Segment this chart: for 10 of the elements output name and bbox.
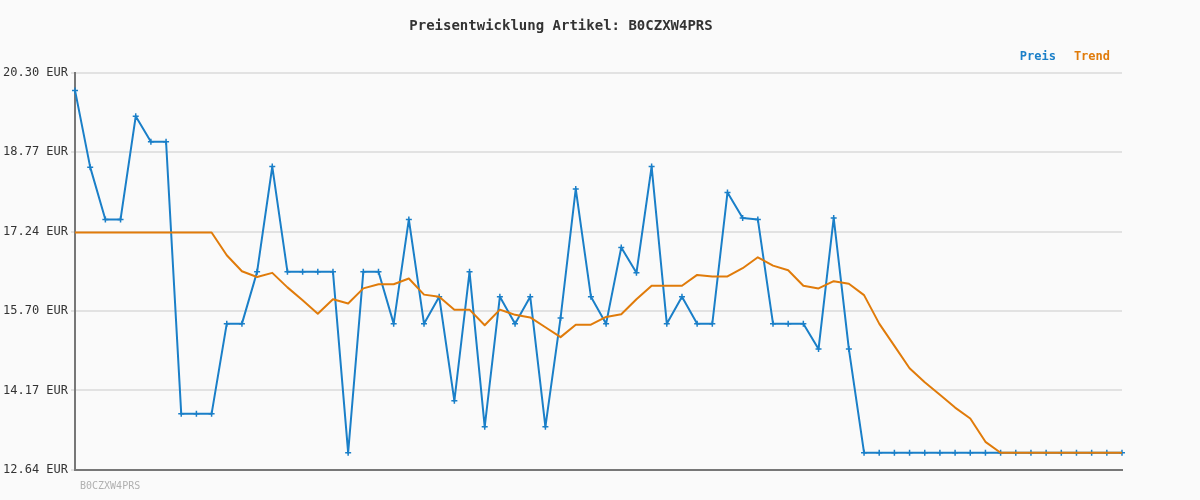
y-tick-label: 18.77 EUR — [2, 144, 69, 159]
y-tick-label: 17.24 EUR — [2, 223, 69, 238]
text: Trend — [1073, 48, 1110, 63]
text: Preis — [1019, 48, 1056, 63]
y-tick-label: 12.64 EUR — [2, 461, 69, 476]
chart-title: Preisentwicklung Artikel: B0CZXW4PRS — [409, 17, 713, 34]
y-tick-label: 15.70 EUR — [2, 303, 69, 318]
y-tick-label: 20.30 EUR — [2, 64, 69, 79]
text: B0CZXW4PRS — [80, 480, 141, 491]
y-tick-label: 14.17 EUR — [2, 382, 69, 397]
